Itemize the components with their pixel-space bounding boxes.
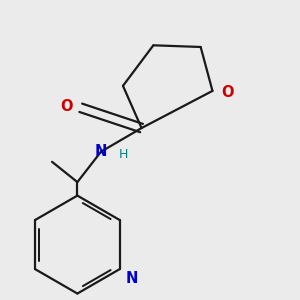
Text: N: N bbox=[95, 144, 107, 159]
Text: O: O bbox=[60, 99, 72, 114]
Text: N: N bbox=[126, 271, 138, 286]
Text: O: O bbox=[221, 85, 233, 100]
Text: H: H bbox=[118, 148, 128, 161]
